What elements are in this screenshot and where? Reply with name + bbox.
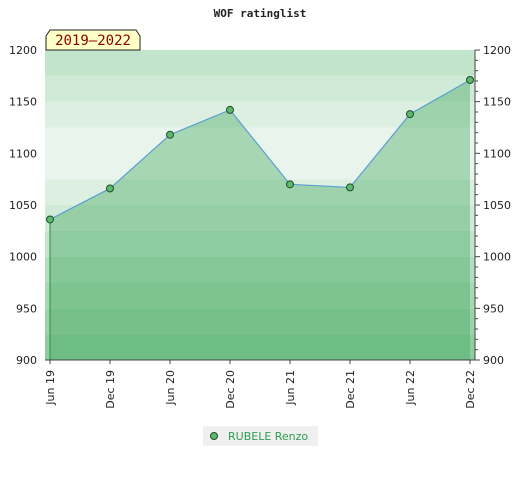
data-point bbox=[46, 215, 54, 224]
y-tick-label-right: 900 bbox=[483, 354, 504, 367]
data-point bbox=[106, 184, 114, 193]
y-tick-label-left: 900 bbox=[16, 354, 37, 367]
y-tick-label-right: 1100 bbox=[483, 147, 511, 160]
y-tick-label-right: 1150 bbox=[483, 96, 511, 109]
x-tick-label: Dec 22 bbox=[464, 370, 477, 409]
data-point bbox=[226, 105, 234, 114]
x-tick-label: Jun 21 bbox=[284, 370, 297, 406]
data-point bbox=[346, 183, 354, 192]
x-tick-label: Jun 19 bbox=[44, 370, 57, 406]
period-badge: 2019–2022 bbox=[45, 29, 141, 51]
data-point bbox=[466, 75, 474, 84]
axes: 900 900 950 950 1000 1000 1050 1050 1100 1100 1150… bbox=[9, 44, 511, 409]
points-layer bbox=[46, 75, 474, 224]
y-tick-label-left: 1100 bbox=[9, 147, 37, 160]
x-tick-label: Jun 22 bbox=[404, 370, 417, 406]
y-tick-label-left: 1150 bbox=[9, 96, 37, 109]
y-tick-label-left: 1050 bbox=[9, 199, 37, 212]
x-tick-label: Jun 20 bbox=[164, 370, 177, 406]
data-point bbox=[406, 110, 414, 119]
background-band bbox=[45, 230, 475, 257]
y-tick-label-left: 1000 bbox=[9, 251, 37, 264]
chart-title: WOF ratinglist bbox=[214, 7, 307, 20]
y-tick-label-left: 950 bbox=[16, 302, 37, 315]
background-band bbox=[45, 179, 475, 205]
background-band bbox=[45, 282, 475, 309]
y-tick-label-right: 1000 bbox=[483, 251, 511, 264]
y-tick-label-right: 1050 bbox=[483, 199, 511, 212]
y-tick-label-right: 950 bbox=[483, 302, 504, 315]
background-band bbox=[45, 334, 475, 360]
data-point bbox=[166, 130, 174, 139]
series-area bbox=[50, 79, 470, 360]
background-band bbox=[45, 101, 475, 128]
y-tick-label-right: 1200 bbox=[483, 44, 511, 57]
series-line bbox=[49, 79, 471, 221]
background-bands bbox=[45, 50, 475, 360]
background-band bbox=[45, 308, 475, 335]
period-label: 2019–2022 bbox=[55, 33, 131, 49]
data-point bbox=[286, 180, 294, 189]
background-band bbox=[45, 50, 475, 76]
legend-label: RUBELE Renzo bbox=[228, 430, 308, 443]
legend-marker bbox=[210, 432, 218, 440]
background-band bbox=[45, 75, 475, 102]
x-tick-label: Dec 20 bbox=[224, 370, 237, 409]
x-tick-label: Dec 19 bbox=[104, 370, 117, 409]
background-band bbox=[45, 127, 475, 154]
x-tick-label: Dec 21 bbox=[344, 370, 357, 409]
background-band bbox=[45, 205, 475, 231]
area-layer bbox=[49, 79, 471, 360]
y-tick-label-left: 1200 bbox=[9, 44, 37, 57]
legend: RUBELE Renzo bbox=[203, 426, 318, 446]
background-band bbox=[45, 153, 475, 180]
background-band bbox=[45, 256, 475, 283]
